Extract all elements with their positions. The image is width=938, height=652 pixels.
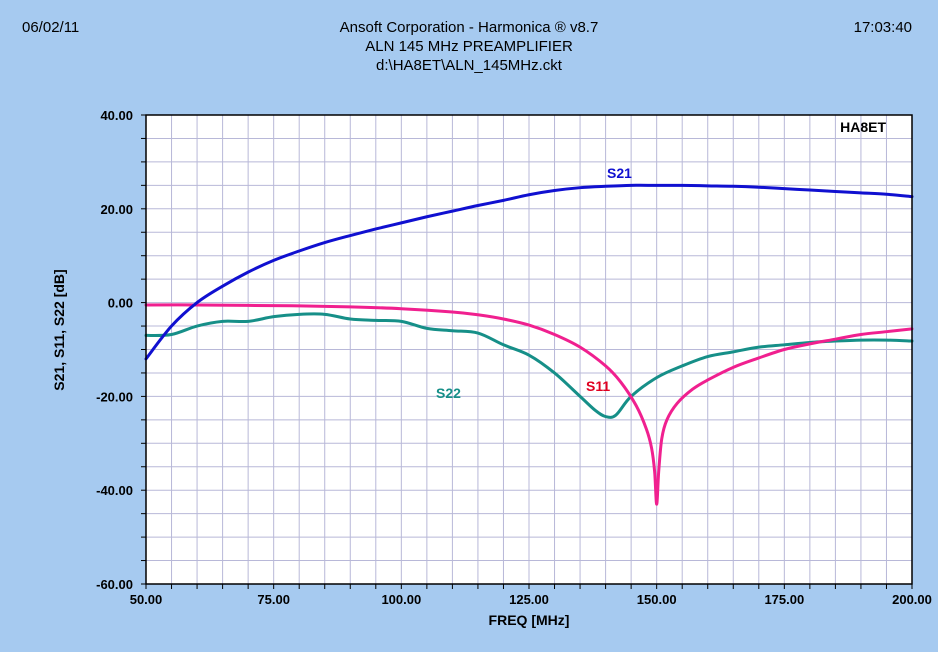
x-tick-label: 175.00 xyxy=(764,592,804,607)
y-tick-label: -60.00 xyxy=(96,577,133,592)
axis-ticks xyxy=(141,114,913,589)
date-label: 06/02/11 xyxy=(22,19,79,36)
s11-series-label: S11 xyxy=(586,378,610,394)
y-tick-label: -40.00 xyxy=(96,483,133,498)
chart-title: Ansoft Corporation - Harmonica ® v8.7 xyxy=(340,19,599,36)
x-tick-label: 150.00 xyxy=(637,592,677,607)
series-line-s22 xyxy=(144,312,914,419)
x-tick-label: 125.00 xyxy=(509,592,549,607)
x-tick-label: 50.00 xyxy=(130,592,163,607)
s21-series-label: S21 xyxy=(607,165,632,181)
y-tick-label: 20.00 xyxy=(100,202,133,217)
series-line-s11 xyxy=(144,303,914,506)
chart-file-path: d:\HA8ET\ALN_145MHz.ckt xyxy=(376,57,563,74)
y-tick-label: -20.00 xyxy=(96,389,133,404)
s22-series-label: S22 xyxy=(436,385,461,401)
x-tick-label: 100.00 xyxy=(381,592,421,607)
annotation-label: HA8ET xyxy=(840,119,886,135)
time-label: 17:03:40 xyxy=(854,19,912,36)
y-tick-label: 40.00 xyxy=(100,108,133,123)
chart-subtitle: ALN 145 MHz PREAMPLIFIER xyxy=(365,38,573,55)
plot-frame xyxy=(145,114,913,585)
series-group xyxy=(144,183,914,506)
series-line-s21 xyxy=(144,183,914,361)
tick-labels: 50.00 75.00 100.00 125.00 150.00 175.00 200.00… xyxy=(96,108,932,607)
grid-lines xyxy=(146,115,912,584)
y-axis-label: S21, S11, S22 [dB] xyxy=(51,269,67,390)
y-tick-label: 0.00 xyxy=(108,296,133,311)
x-tick-label: 200.00 xyxy=(892,592,932,607)
x-tick-label: 75.00 xyxy=(257,592,290,607)
x-axis-label: FREQ [MHz] xyxy=(489,612,570,628)
